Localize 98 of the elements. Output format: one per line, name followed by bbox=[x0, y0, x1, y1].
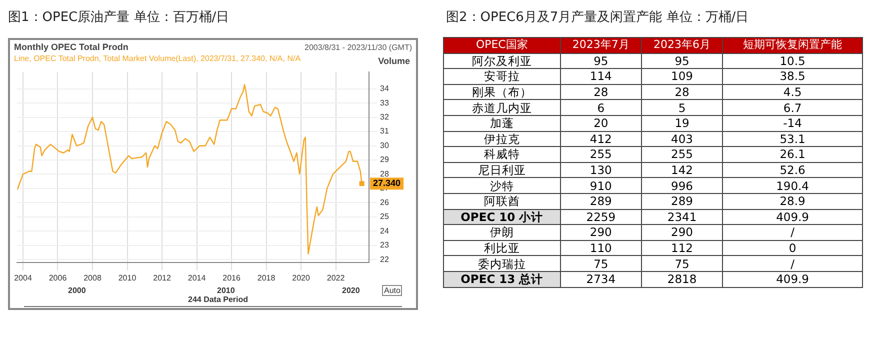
data-label: 289 bbox=[560, 193, 642, 210]
y-tick-label: 28 bbox=[380, 169, 390, 178]
data-label: 255 bbox=[560, 146, 642, 162]
y-tick-label: 赤道几内亚 bbox=[444, 100, 560, 116]
data-label: 53.1 bbox=[722, 131, 862, 147]
data-label: 26.1 bbox=[722, 146, 862, 162]
x-tick-label: 2023年6月 bbox=[641, 38, 723, 54]
y-tick-label: 科威特 bbox=[444, 146, 560, 162]
y-tick-label: 23 bbox=[380, 240, 390, 250]
data-label: 20 bbox=[560, 115, 642, 132]
text: 244 Data Period bbox=[188, 295, 248, 304]
y-tick-label: 22 bbox=[380, 254, 390, 264]
data-label: 95 bbox=[560, 53, 642, 69]
data-label: 996 bbox=[641, 178, 723, 194]
y-tick-label: 刚果（布） bbox=[444, 84, 560, 100]
data-label: 403 bbox=[641, 131, 723, 147]
data-label: 19 bbox=[641, 115, 723, 132]
data-label: 0 bbox=[722, 240, 862, 256]
y-tick-label: 委内瑞拉 bbox=[444, 256, 560, 272]
y-tick-label: 31 bbox=[380, 126, 390, 136]
data-label: 142 bbox=[641, 162, 723, 178]
data-label: 5 bbox=[641, 100, 723, 116]
data-label: 2818 bbox=[641, 271, 723, 287]
y-axis-title: Volume bbox=[378, 56, 410, 66]
data-label: 10.5 bbox=[722, 53, 862, 69]
y-tick-label: 30 bbox=[380, 140, 390, 150]
data-label: 112 bbox=[641, 240, 723, 256]
text: Auto bbox=[382, 285, 402, 296]
data-label: 4.5 bbox=[722, 84, 862, 100]
data-label: 6 bbox=[560, 100, 642, 116]
data-label: 409.9 bbox=[722, 209, 862, 225]
x-tick-label: 2010 bbox=[118, 273, 137, 282]
y-tick-label: 29 bbox=[380, 155, 390, 164]
text: / bbox=[790, 256, 794, 271]
data-label: 289 bbox=[641, 193, 723, 210]
y-tick-label: 利比亚 bbox=[444, 240, 560, 256]
x-tick-label: 2008 bbox=[84, 273, 102, 282]
x-tick-label: 2012 bbox=[153, 273, 172, 282]
y-tick-label: 安哥拉 bbox=[444, 68, 560, 84]
data-label: 412 bbox=[560, 131, 642, 147]
y-tick-label: 沙特 bbox=[444, 178, 560, 194]
text: 2000 bbox=[68, 286, 86, 295]
data-label: 28 bbox=[560, 84, 642, 100]
data-label: 910 bbox=[560, 178, 642, 194]
y-tick-label: 26 bbox=[380, 198, 390, 207]
x-tick-label: 2020 bbox=[292, 273, 310, 282]
data-label: -14 bbox=[722, 115, 862, 132]
data-label: 75 bbox=[560, 256, 642, 272]
x-tick-label: 2018 bbox=[257, 273, 276, 282]
data-label: 38.5 bbox=[722, 68, 862, 84]
y-tick-label: 24 bbox=[380, 226, 390, 236]
y-tick-label: 尼日利亚 bbox=[444, 162, 560, 178]
x-tick-label: 2004 bbox=[14, 273, 32, 282]
y-tick-label: OPEC 13 总计 bbox=[444, 271, 560, 287]
x-tick-label: 短期可恢复闲置产能 bbox=[722, 38, 862, 54]
y-tick-label: 25 bbox=[380, 212, 390, 222]
y-tick-label: 伊拉克 bbox=[444, 131, 560, 147]
data-label: 2341 bbox=[641, 209, 723, 225]
y-tick-label: 阿联酋 bbox=[444, 193, 560, 210]
text: 2003/8/31 - 2023/11/30 (GMT) bbox=[304, 43, 412, 52]
data-label: 28.9 bbox=[722, 193, 862, 210]
text: 2020 bbox=[342, 286, 360, 295]
text: 2010 bbox=[217, 286, 235, 295]
chart-title: 图1：OPEC原油产量 单位：百万桶/日 bbox=[8, 9, 230, 26]
x-tick-label: 2006 bbox=[48, 273, 68, 282]
y-tick-label: OPEC 10 小计 bbox=[444, 209, 560, 225]
y-axis-title: OPEC国家 bbox=[444, 38, 560, 54]
x-tick-label: 2022 bbox=[326, 273, 346, 282]
data-label: 290 bbox=[641, 224, 723, 240]
data-label: 255 bbox=[641, 146, 723, 162]
data-label: 114 bbox=[560, 68, 642, 84]
x-tick-label: 2023年7月 bbox=[560, 38, 642, 54]
data-label: 190.4 bbox=[722, 178, 862, 194]
data-label: 95 bbox=[641, 53, 723, 69]
text: / bbox=[790, 225, 794, 240]
y-tick-label: 阿尔及利亚 bbox=[444, 53, 560, 69]
chart-title: 图2：OPEC6月及7月产量及闲置产能 单位：万桶/日 bbox=[446, 9, 749, 26]
data-label: 52.6 bbox=[722, 162, 862, 178]
data-label: 409.9 bbox=[722, 271, 862, 287]
y-tick-label: 加蓬 bbox=[444, 115, 560, 132]
data-label: 6.7 bbox=[722, 100, 862, 116]
data-label: 2259 bbox=[560, 209, 642, 225]
data-label: 290 bbox=[560, 224, 642, 240]
y-tick-label: 33 bbox=[380, 98, 390, 108]
data-label: 27.340 bbox=[373, 178, 401, 188]
chart-subtitle: Monthly OPEC Total Prodn bbox=[14, 42, 128, 52]
y-tick-label: 32 bbox=[380, 112, 390, 122]
text: Line, OPEC Total Prodn, Total Market Volume(Last), 2023/7/31, 27.340, N/A, N/A bbox=[14, 54, 301, 63]
data-label: 28 bbox=[641, 84, 723, 100]
y-tick-label: 34 bbox=[380, 84, 390, 94]
x-tick-label: 2016 bbox=[222, 273, 241, 282]
y-tick-label: 伊朗 bbox=[444, 224, 560, 240]
x-tick-label: 2014 bbox=[188, 273, 206, 282]
data-label: 109 bbox=[641, 68, 723, 84]
data-label: 75 bbox=[641, 256, 723, 272]
data-label: 2734 bbox=[560, 271, 642, 287]
data-label: 110 bbox=[560, 240, 642, 256]
data-label: 130 bbox=[560, 162, 642, 178]
